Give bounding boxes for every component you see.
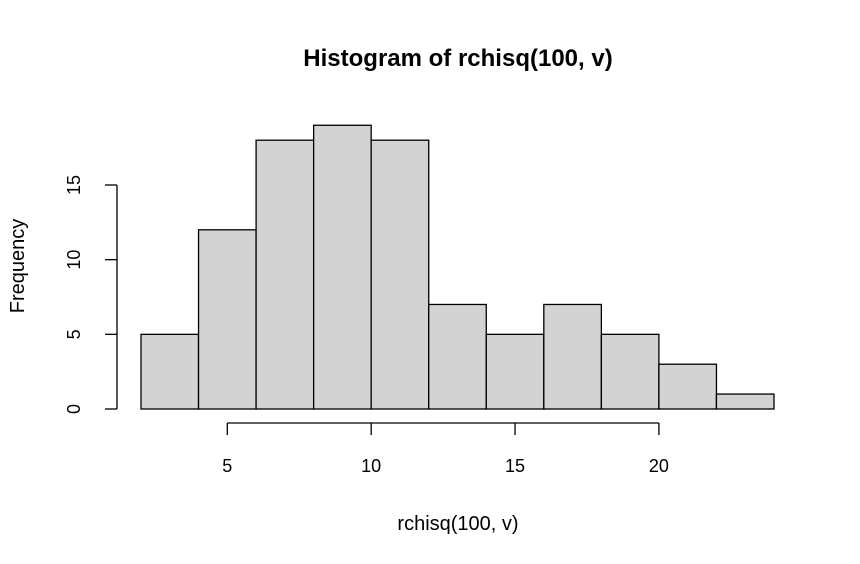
histogram-bar [485,333,545,410]
y-axis: 0 5 10 15 [64,175,118,414]
histogram-bar [600,333,660,410]
y-tick-label: 5 [64,329,84,339]
x-tick-label: 15 [505,456,525,476]
y-axis-label: Frequency [7,219,29,314]
histogram-bar [255,139,315,410]
bars-group [140,124,775,410]
x-tick-label: 5 [222,456,232,476]
histogram-bar [312,124,372,410]
histogram-bar [658,363,718,410]
x-axis-label: rchisq(100, v) [397,513,518,535]
y-tick-label: 15 [64,175,84,195]
histogram-bar [370,139,430,410]
y-tick-label: 10 [64,250,84,270]
histogram-bar [543,303,603,410]
y-tick-label: 0 [64,404,84,414]
histogram-bar [140,333,200,410]
histogram-bar [715,393,775,410]
x-tick-label: 20 [649,456,669,476]
chart-title: Histogram of rchisq(100, v) [303,45,612,72]
x-axis: 5 10 15 20 [222,422,669,476]
x-tick-label: 10 [361,456,381,476]
histogram-bar [197,229,257,410]
histogram-bar [428,303,487,410]
